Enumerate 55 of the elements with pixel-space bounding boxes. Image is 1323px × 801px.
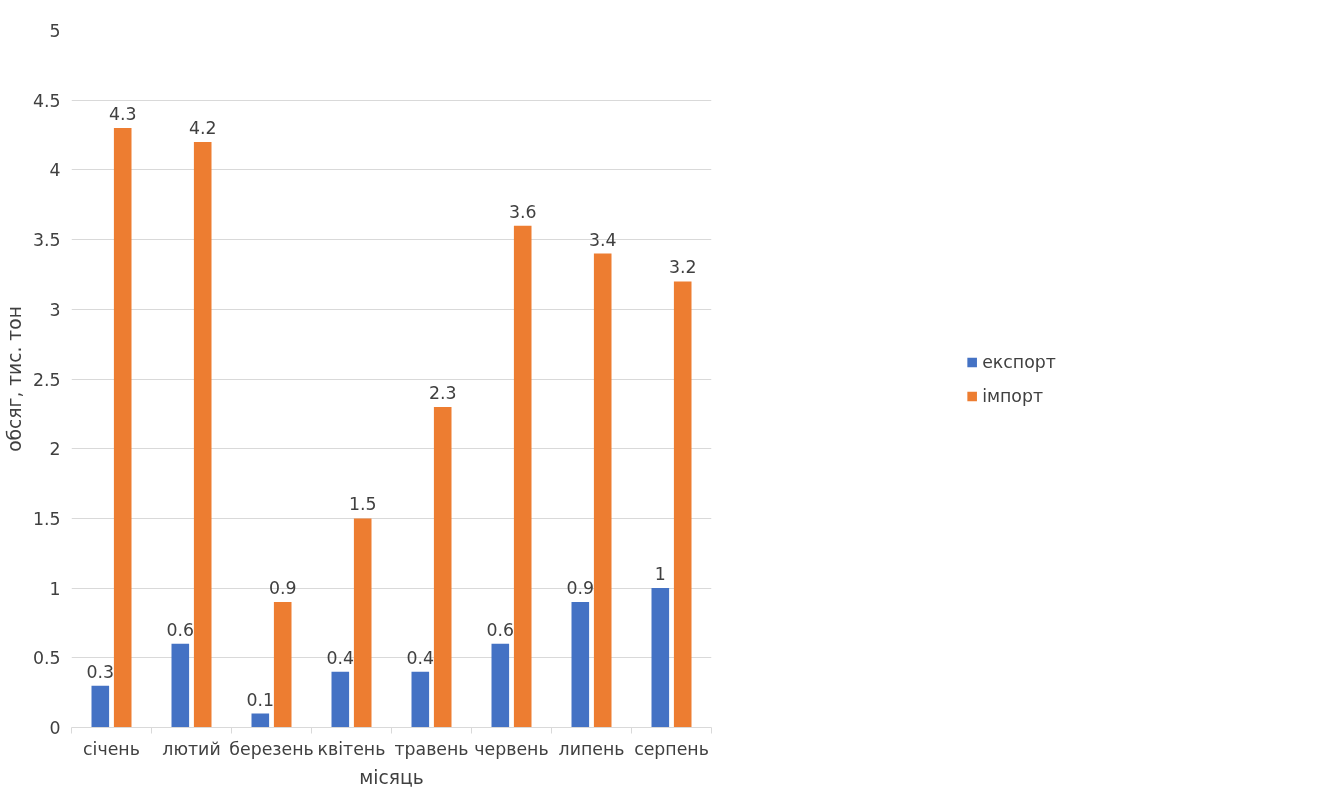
bar <box>273 602 292 728</box>
x-tick-label: липень <box>558 738 625 759</box>
y-tick-label: 2.5 <box>32 369 61 390</box>
y-tick-label: 2 <box>49 439 61 460</box>
bar <box>193 142 212 728</box>
data-label: 3.2 <box>668 257 697 278</box>
x-tick-label: травень <box>394 738 469 759</box>
data-label: 1.5 <box>348 494 377 515</box>
y-tick-label: 3.5 <box>32 230 61 251</box>
bar <box>571 602 590 728</box>
data-label: 0.9 <box>566 578 595 599</box>
bar <box>251 713 270 728</box>
data-label: 0.6 <box>166 619 195 640</box>
y-tick-label: 4 <box>49 160 61 181</box>
x-tick-label: серпень <box>634 738 709 759</box>
bar <box>113 128 132 728</box>
bar <box>171 643 190 728</box>
data-label: 0.3 <box>86 661 115 682</box>
data-label: 4.3 <box>108 104 137 125</box>
y-axis-title: обсяг, тис. тон <box>3 306 25 452</box>
x-tick-label: лютий <box>162 738 221 759</box>
y-tick-label: 3 <box>49 299 61 320</box>
x-tick-label: березень <box>229 738 314 759</box>
data-label: 4.2 <box>188 118 217 139</box>
bar <box>593 253 612 728</box>
bar <box>411 671 430 728</box>
bar <box>651 588 670 728</box>
data-label: 0.6 <box>486 619 515 640</box>
data-label: 0.4 <box>406 647 435 668</box>
y-tick-label: 1 <box>49 578 61 599</box>
x-axis-title: місяць <box>359 766 424 788</box>
legend-label: експорт <box>982 351 1056 372</box>
data-label: 0.9 <box>268 578 297 599</box>
data-label: 1 <box>654 564 666 585</box>
bar <box>513 225 532 728</box>
data-label: 0.4 <box>326 647 355 668</box>
data-label: 0.1 <box>246 689 275 710</box>
y-tick-label: 1.5 <box>32 508 61 529</box>
y-tick-label: 0 <box>49 718 61 738</box>
bar <box>433 406 452 728</box>
x-tick-label: січень <box>83 738 140 759</box>
bar <box>91 685 110 728</box>
bar <box>353 518 372 728</box>
y-tick-label: 0.5 <box>32 648 61 669</box>
data-label: 3.6 <box>508 201 537 222</box>
y-tick-label: 4.5 <box>32 90 61 111</box>
x-tick-label: квітень <box>317 738 386 759</box>
data-label: 3.4 <box>588 229 617 250</box>
y-tick-label: 5 <box>49 21 61 41</box>
bar <box>673 281 692 728</box>
bar <box>491 643 510 728</box>
x-tick-label: червень <box>474 738 549 759</box>
legend-label: імпорт <box>982 385 1044 406</box>
bar <box>331 671 350 728</box>
data-label: 2.3 <box>428 382 457 403</box>
